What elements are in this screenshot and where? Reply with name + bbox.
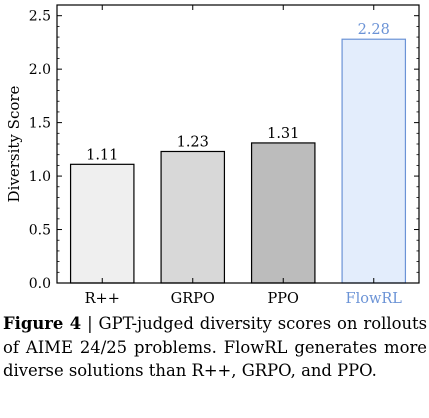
y-tick-label: 2.0 (29, 62, 51, 78)
figure-caption: Figure 4 | GPT-judged diversity scores o… (3, 312, 427, 383)
bar-value-label: 2.28 (358, 22, 390, 38)
bar-value-label: 1.23 (177, 134, 209, 150)
bar-r- (69, 163, 135, 284)
x-tick-label: R++ (85, 291, 120, 307)
bar-chart: 1.11 1.23 1.31 2.28 0.0 0.5 1.0 1.5 2.0 2.5 R++ GRP… (5, 4, 420, 307)
y-tick-label: 1.5 (29, 116, 51, 132)
y-tick-label: 1.0 (29, 169, 51, 185)
y-tick-label: 0.0 (29, 276, 51, 292)
bar-value-label: 1.11 (86, 147, 118, 163)
caption-figure-label: Figure 4 (3, 314, 82, 333)
caption-text: | GPT-judged diversity scores on roll­ou… (3, 314, 427, 380)
x-tick-label: GRPO (171, 291, 215, 307)
x-tick-label: PPO (268, 291, 300, 307)
bar-ppo (250, 142, 316, 284)
bar-value-label: 1.31 (267, 126, 299, 142)
bar-grpo (160, 150, 226, 284)
chart-svg: 1.11 1.23 1.31 2.28 0.0 0.5 1.0 1.5 2.0 2.5 R++ GRP… (5, 4, 420, 307)
y-tick-label: 2.5 (29, 9, 51, 25)
y-tick-label: 0.5 (29, 223, 51, 239)
y-axis-label: Diversity Score (5, 85, 23, 202)
x-tick-label: FlowRL (346, 291, 403, 307)
bar-flowrl (341, 38, 407, 284)
